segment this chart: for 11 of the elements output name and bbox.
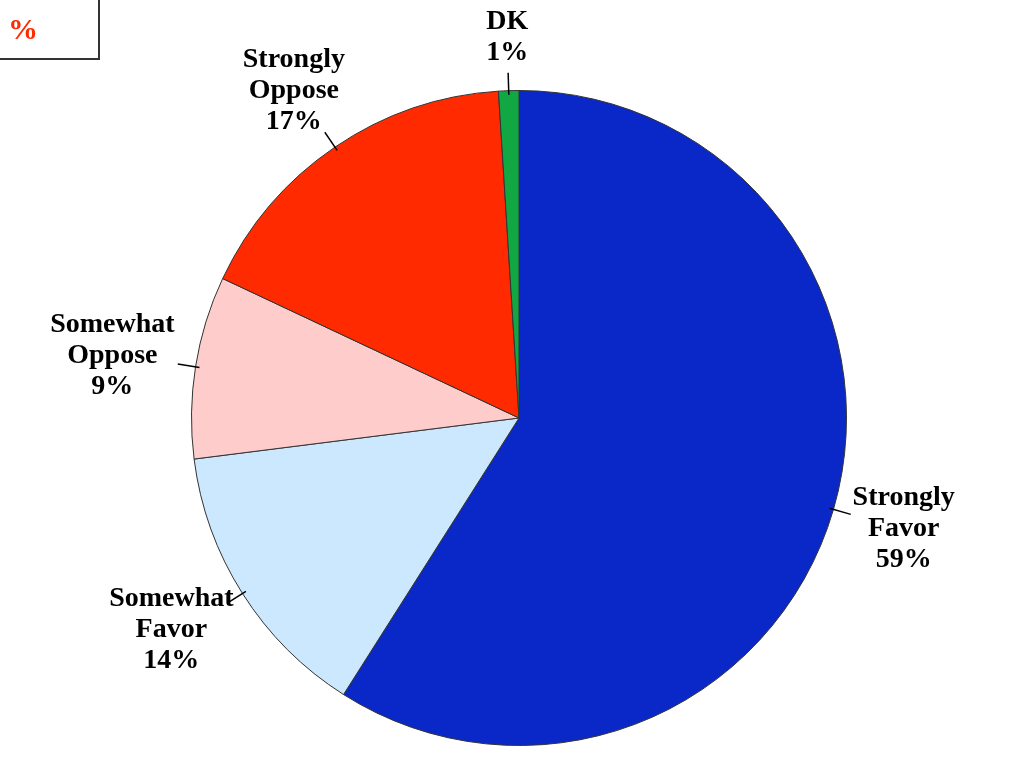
slice-label: DK [486, 4, 529, 36]
data-label: 14% [143, 643, 200, 675]
slice-label: Somewhat Oppose [50, 307, 176, 370]
data-label: 9% [91, 369, 134, 401]
slice-label: Strongly Favor [852, 479, 955, 542]
slice-label: Strongly Oppose [242, 41, 345, 104]
data-label: 17% [265, 103, 322, 135]
data-label: 1% [486, 35, 529, 67]
text: % [0, 0, 100, 60]
slice-label: Somewhat Favor [109, 581, 235, 644]
data-label: 59% [875, 541, 932, 573]
